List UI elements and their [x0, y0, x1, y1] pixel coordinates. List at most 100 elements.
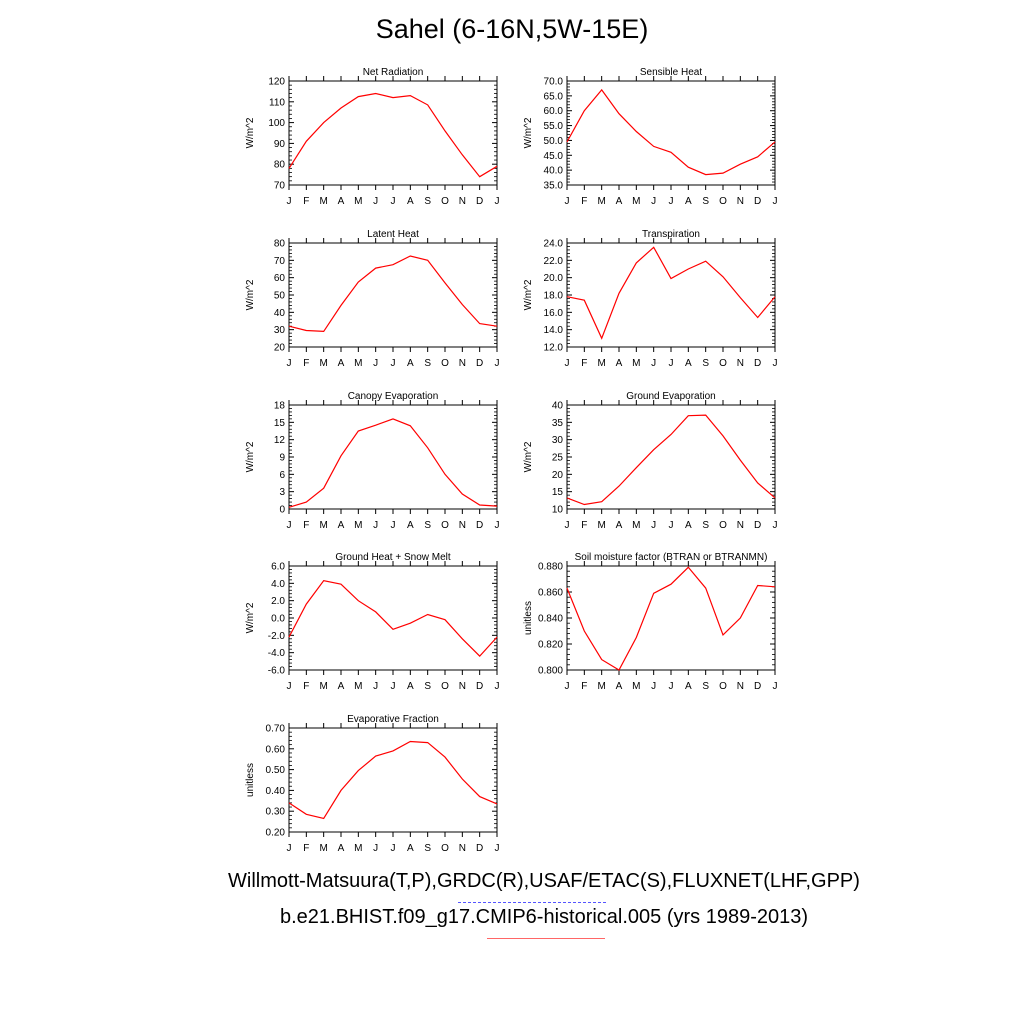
x-tick-label: F — [581, 681, 587, 692]
x-tick-label: A — [338, 520, 345, 531]
y-tick-label: 0.30 — [266, 807, 286, 818]
x-tick-label: J — [373, 681, 378, 692]
x-tick-label: J — [565, 681, 570, 692]
case-label: b.e21.BHIST.f09_g17.CMIP6-historical.005… — [279, 906, 809, 928]
y-tick-label: 24.0 — [544, 239, 564, 250]
y-tick-label: 40.0 — [544, 166, 564, 177]
y-tick-label: 30 — [274, 325, 286, 336]
y-axis-label: W/m^2 — [523, 279, 534, 310]
x-tick-label: S — [702, 196, 709, 207]
y-tick-label: 65.0 — [544, 91, 564, 102]
x-tick-label: J — [373, 520, 378, 531]
x-tick-label: J — [669, 358, 674, 369]
y-tick-label: 50 — [274, 291, 286, 302]
x-tick-label: J — [287, 520, 292, 531]
x-tick-label: J — [391, 196, 396, 207]
y-tick-label: 6.0 — [271, 562, 285, 573]
x-tick-label: A — [616, 358, 623, 369]
x-tick-label: J — [373, 358, 378, 369]
x-tick-label: J — [391, 520, 396, 531]
x-tick-label: M — [319, 358, 327, 369]
y-tick-label: 0.840 — [538, 614, 563, 625]
x-tick-label: F — [581, 358, 587, 369]
y-axis-label: unitless — [523, 601, 534, 635]
x-tick-label: O — [441, 843, 449, 854]
x-tick-label: A — [616, 520, 623, 531]
y-tick-label: 22.0 — [544, 256, 564, 267]
x-tick-label: J — [651, 681, 656, 692]
y-tick-label: 55.0 — [544, 121, 564, 132]
x-tick-label: S — [424, 681, 431, 692]
x-tick-label: A — [338, 196, 345, 207]
x-tick-label: A — [407, 196, 414, 207]
x-tick-label: M — [597, 520, 605, 531]
x-tick-label: J — [651, 358, 656, 369]
y-axis-label: W/m^2 — [523, 441, 534, 472]
x-tick-label: O — [719, 358, 727, 369]
x-tick-label: M — [354, 358, 362, 369]
obs-legend-line — [458, 902, 606, 903]
x-tick-label: J — [495, 358, 500, 369]
y-tick-label: 18.0 — [544, 291, 564, 302]
x-tick-label: F — [303, 196, 309, 207]
y-tick-label: 25 — [552, 453, 564, 464]
x-tick-label: N — [459, 520, 466, 531]
x-tick-label: F — [581, 196, 587, 207]
y-tick-label: 20 — [274, 343, 286, 354]
x-tick-label: M — [632, 196, 640, 207]
y-tick-label: 0.20 — [266, 828, 286, 839]
x-tick-label: N — [459, 681, 466, 692]
y-tick-label: 0.860 — [538, 588, 563, 599]
y-tick-label: 60.0 — [544, 106, 564, 117]
y-tick-label: 2.0 — [271, 596, 285, 607]
x-tick-label: M — [319, 843, 327, 854]
chart-panel: Soil moisture factor (BTRAN or BTRANMN) 0… — [523, 552, 778, 692]
y-tick-label: 12 — [274, 435, 286, 446]
x-tick-label: S — [424, 520, 431, 531]
x-tick-label: N — [459, 358, 466, 369]
series-line — [566, 414, 776, 506]
x-tick-label: N — [459, 843, 466, 854]
x-tick-label: J — [391, 358, 396, 369]
y-tick-label: 45.0 — [544, 151, 564, 162]
x-tick-label: J — [669, 520, 674, 531]
plot-frame — [566, 404, 776, 510]
y-axis-label: W/m^2 — [245, 279, 256, 310]
x-tick-label: J — [287, 358, 292, 369]
x-tick-label: D — [476, 520, 483, 531]
panel-title: Ground Evaporation — [626, 391, 716, 402]
x-tick-label: S — [424, 843, 431, 854]
y-tick-label: 0.0 — [271, 614, 285, 625]
x-tick-label: O — [719, 196, 727, 207]
y-tick-label: 15 — [274, 418, 286, 429]
y-tick-label: 15 — [552, 487, 564, 498]
x-tick-label: J — [773, 358, 778, 369]
x-tick-label: A — [685, 196, 692, 207]
y-tick-label: 80 — [274, 239, 286, 250]
y-axis-label: W/m^2 — [245, 441, 256, 472]
x-tick-label: M — [597, 196, 605, 207]
y-tick-label: -4.0 — [268, 648, 286, 659]
x-tick-label: J — [495, 843, 500, 854]
x-tick-label: M — [354, 843, 362, 854]
panel-title: Transpiration — [642, 229, 700, 240]
x-tick-label: A — [338, 681, 345, 692]
x-tick-label: A — [407, 358, 414, 369]
panel-title: Sensible Heat — [640, 67, 702, 78]
x-tick-label: J — [773, 520, 778, 531]
y-tick-label: 35.0 — [544, 181, 564, 192]
y-tick-label: 0.60 — [266, 744, 286, 755]
x-tick-label: A — [685, 520, 692, 531]
plot-frame — [288, 727, 498, 833]
x-tick-label: D — [754, 520, 761, 531]
x-tick-label: N — [459, 196, 466, 207]
x-tick-label: F — [303, 520, 309, 531]
x-tick-label: M — [354, 196, 362, 207]
x-tick-label: M — [632, 681, 640, 692]
plot-frame — [566, 80, 776, 186]
x-tick-label: D — [476, 358, 483, 369]
x-tick-label: O — [441, 520, 449, 531]
